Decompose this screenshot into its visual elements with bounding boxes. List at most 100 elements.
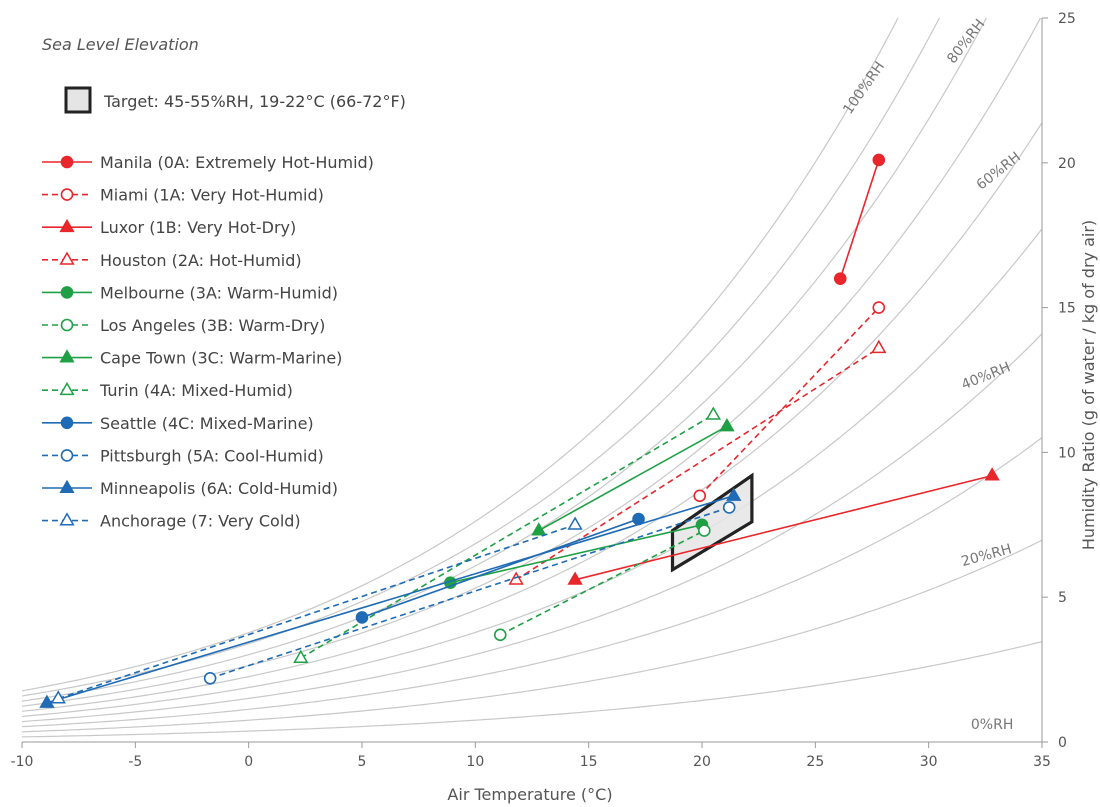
legend-label: Houston (2A: Hot-Humid) bbox=[100, 251, 302, 270]
legend-label: Los Angeles (3B: Warm-Dry) bbox=[100, 316, 325, 335]
data-point bbox=[567, 571, 583, 585]
series-9 bbox=[203, 501, 736, 685]
legend-marker bbox=[60, 416, 74, 430]
data-point bbox=[719, 417, 735, 432]
series-10 bbox=[39, 487, 742, 708]
legend-label: Seattle (4C: Mixed-Marine) bbox=[100, 414, 314, 433]
data-point bbox=[203, 671, 217, 685]
legend-item: Manila (0A: Extremely Hot-Humid) bbox=[42, 153, 374, 172]
rh-curve-70 bbox=[22, 18, 1042, 707]
rh-label: 40%RH bbox=[959, 359, 1013, 393]
city-series bbox=[39, 153, 1000, 708]
data-point bbox=[833, 272, 847, 285]
data-point bbox=[693, 489, 707, 503]
legend-marker bbox=[59, 349, 75, 363]
series-7 bbox=[293, 406, 722, 663]
legend-item: Turin (4A: Mixed-Humid) bbox=[42, 381, 293, 400]
legend-label: Turin (4A: Mixed-Humid) bbox=[99, 381, 293, 400]
legend-target-swatch bbox=[64, 86, 92, 114]
series-line bbox=[361, 518, 639, 619]
data-point bbox=[871, 339, 887, 354]
data-point bbox=[697, 524, 711, 537]
data-point bbox=[355, 611, 369, 624]
legend-marker bbox=[60, 318, 74, 332]
series-2 bbox=[567, 467, 1000, 585]
legend-marker bbox=[59, 479, 75, 493]
x-tick-label: 35 bbox=[1033, 754, 1051, 770]
legend-item: Seattle (4C: Mixed-Marine) bbox=[42, 414, 314, 433]
data-point bbox=[726, 487, 742, 501]
data-point bbox=[705, 406, 722, 420]
series-6 bbox=[531, 417, 735, 536]
legend-marker bbox=[60, 155, 74, 169]
legend-item: Cape Town (3C: Warm-Marine) bbox=[42, 349, 342, 368]
legend-item: Miami (1A: Very Hot-Humid) bbox=[42, 186, 324, 205]
legend-item: Melbourne (3A: Warm-Humid) bbox=[42, 283, 338, 302]
legend-item: Pittsburgh (5A: Cool-Humid) bbox=[42, 446, 324, 465]
x-tick-label: 25 bbox=[806, 754, 824, 770]
legend-label: Manila (0A: Extremely Hot-Humid) bbox=[100, 153, 374, 172]
rh-curve-100 bbox=[22, 18, 899, 692]
legend-marker bbox=[59, 381, 75, 396]
x-tick-label: 15 bbox=[580, 754, 598, 770]
legend-label: Miami (1A: Very Hot-Humid) bbox=[100, 186, 324, 205]
legend-label: Minneapolis (6A: Cold-Humid) bbox=[100, 479, 338, 498]
rh-curve-10 bbox=[22, 641, 1042, 738]
elevation-note: Sea Level Elevation bbox=[42, 35, 199, 54]
series-0 bbox=[833, 153, 886, 285]
series-8 bbox=[355, 512, 645, 624]
data-point bbox=[50, 690, 66, 704]
x-tick-label: 10 bbox=[466, 754, 484, 770]
legend-marker bbox=[60, 286, 74, 299]
legend-marker bbox=[60, 188, 74, 201]
data-point bbox=[722, 501, 736, 514]
data-point bbox=[984, 467, 1000, 481]
data-point bbox=[872, 153, 886, 167]
legend-item: Anchorage (7: Very Cold) bbox=[42, 512, 301, 531]
y-axis-title: Humidity Ratio (g of water / kg of dry a… bbox=[1079, 220, 1098, 550]
data-point bbox=[493, 628, 507, 642]
series-line bbox=[839, 159, 880, 279]
series-1 bbox=[693, 301, 886, 503]
legend-label: Melbourne (3A: Warm-Humid) bbox=[100, 283, 338, 302]
legend-label: Luxor (1B: Very Hot-Dry) bbox=[100, 218, 296, 237]
series-11 bbox=[50, 516, 583, 704]
rh-curve-50 bbox=[22, 228, 1042, 718]
relative-humidity-curves bbox=[22, 18, 1042, 738]
data-point bbox=[293, 649, 309, 663]
legend-marker bbox=[59, 218, 75, 233]
legend-item: Houston (2A: Hot-Humid) bbox=[42, 251, 302, 270]
series-line bbox=[450, 524, 703, 584]
rh-label: 0%RH bbox=[971, 717, 1013, 733]
legend-item: Luxor (1B: Very Hot-Dry) bbox=[42, 218, 296, 237]
y-tick-label: 25 bbox=[1058, 11, 1076, 27]
rh-curve-40 bbox=[22, 333, 1042, 723]
y-tick-label: 15 bbox=[1058, 301, 1076, 317]
x-tick-label: 0 bbox=[244, 754, 253, 770]
x-tick-label: 20 bbox=[693, 754, 711, 770]
x-tick-label: 30 bbox=[920, 754, 938, 770]
legend-marker bbox=[59, 251, 75, 265]
legend-marker bbox=[60, 449, 74, 462]
legend-item: Minneapolis (6A: Cold-Humid) bbox=[42, 479, 338, 498]
data-point bbox=[508, 571, 524, 585]
x-axis-title: Air Temperature (°C) bbox=[447, 785, 612, 804]
axes: -10 -5 0 5 10 15 20 25 30 35 0 5 10 15 20 25 bbox=[11, 11, 1076, 770]
rh-curve-60 bbox=[22, 122, 1042, 712]
rh-label: 100%RH bbox=[840, 59, 888, 118]
legend-item: Los Angeles (3B: Warm-Dry) bbox=[42, 316, 325, 335]
series-line bbox=[574, 474, 993, 581]
data-point bbox=[531, 522, 547, 536]
y-tick-label: 5 bbox=[1058, 590, 1067, 606]
rh-curve-30 bbox=[22, 437, 1042, 728]
legend-marker bbox=[59, 512, 75, 526]
series-line bbox=[538, 425, 728, 532]
series-line bbox=[499, 529, 705, 636]
y-tick-label: 0 bbox=[1058, 735, 1067, 751]
x-tick-label: 5 bbox=[358, 754, 367, 770]
series-line bbox=[46, 495, 734, 704]
series-line bbox=[58, 524, 576, 700]
y-tick-label: 20 bbox=[1058, 156, 1076, 172]
